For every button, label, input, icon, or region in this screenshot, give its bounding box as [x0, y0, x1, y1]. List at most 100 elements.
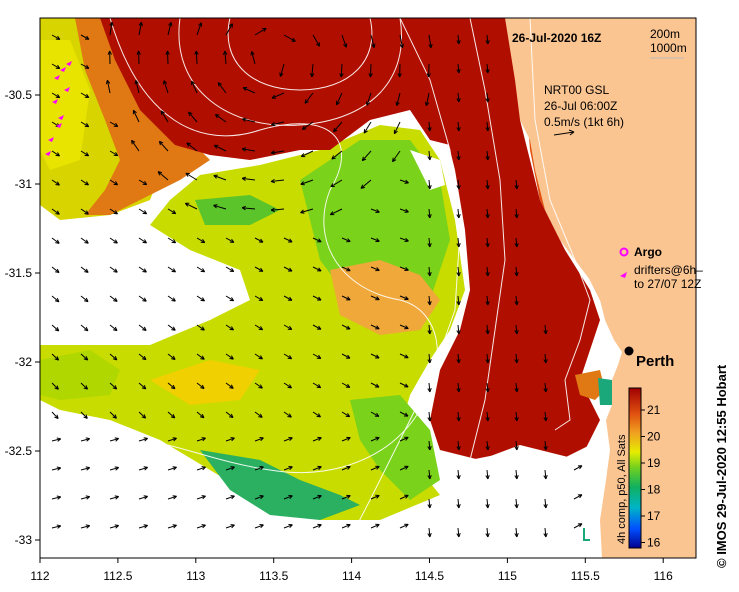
current-arrow: [457, 208, 460, 219]
current-arrow: [213, 204, 227, 210]
current-arrowhead: [485, 504, 490, 509]
current-arrow: [167, 382, 176, 390]
current-arrowhead: [427, 533, 432, 538]
current-arrowhead: [577, 523, 583, 528]
current-arrow: [138, 324, 147, 331]
current-arrowhead: [316, 384, 322, 389]
current-arrow: [457, 266, 460, 277]
current-arrow: [225, 466, 235, 471]
current-arrow: [196, 324, 205, 331]
current-arrowhead: [427, 156, 432, 161]
current-arrow: [271, 150, 285, 154]
current-arrowhead: [485, 388, 490, 393]
current-arrowhead: [426, 73, 431, 78]
current-arrow: [457, 295, 460, 306]
current-arrowhead: [456, 446, 461, 451]
current-arrowhead: [170, 414, 176, 419]
current-arrowhead: [194, 50, 199, 55]
current-arrowhead: [112, 355, 118, 361]
current-arrowhead: [56, 437, 62, 442]
current-arrowhead: [404, 266, 409, 272]
current-arrow: [515, 382, 518, 393]
current-arrow: [225, 324, 234, 331]
current-arrowhead: [456, 243, 461, 248]
current-arrowhead: [213, 174, 218, 179]
current-arrowhead: [485, 533, 490, 538]
current-arrowhead: [329, 211, 335, 216]
current-arrowhead: [456, 156, 461, 161]
current-arrowhead: [427, 475, 432, 480]
current-arrow: [138, 237, 147, 244]
current-arrow: [300, 208, 314, 214]
current-arrow: [283, 295, 293, 301]
current-arrowhead: [85, 524, 91, 529]
current-arrow: [191, 80, 198, 94]
colorbar: 4h comp, p50, All Sats 21 20 19 18 17 16: [616, 387, 661, 550]
current-arrow: [131, 140, 140, 152]
drifter-markers: [45, 61, 72, 156]
current-arrow: [80, 467, 90, 471]
current-arrowhead: [456, 127, 461, 132]
current-arrow: [167, 353, 176, 360]
current-arrowhead: [241, 176, 247, 181]
current-arrow: [254, 324, 263, 331]
current-arrowhead: [427, 127, 432, 132]
current-arrow: [109, 525, 119, 529]
current-arrow: [283, 524, 293, 529]
map-plot-area: [40, 18, 696, 558]
current-arrow: [254, 437, 264, 442]
current-arrow: [515, 324, 518, 335]
current-arrowhead: [485, 185, 490, 190]
sst-field: [40, 18, 612, 520]
current-arrowhead: [214, 113, 220, 119]
current-arrowhead: [317, 465, 322, 470]
current-arrowhead: [287, 413, 292, 418]
small-marker: [583, 528, 590, 541]
current-arrowhead: [229, 413, 234, 419]
current-arrowhead: [241, 147, 247, 152]
current-arrow: [196, 524, 206, 529]
current-arrowhead: [456, 272, 461, 277]
current-arrowhead: [132, 109, 137, 115]
current-arrowhead: [113, 122, 119, 127]
current-arrowhead: [258, 267, 264, 272]
current-arrow: [225, 266, 235, 272]
current-arrow: [135, 80, 140, 94]
current-arrow: [80, 150, 89, 157]
current-arrow: [215, 114, 227, 123]
current-arrow: [312, 411, 321, 418]
current-arrowhead: [54, 327, 60, 332]
current-arrowhead: [514, 388, 519, 393]
current-arrowhead: [339, 73, 344, 78]
current-arrow: [515, 498, 518, 509]
current-arrowhead: [456, 301, 461, 306]
current-arrow: [254, 266, 264, 272]
current-arrowhead: [217, 82, 222, 87]
current-arrow: [80, 266, 89, 273]
current-arrow: [167, 324, 176, 331]
current-arrowhead: [84, 35, 90, 40]
current-arrow: [51, 324, 60, 332]
current-arrowhead: [142, 180, 148, 186]
current-arrow: [428, 295, 431, 306]
current-arrowhead: [55, 64, 61, 70]
current-arrowhead: [374, 412, 380, 417]
current-arrow: [109, 324, 118, 332]
current-arrowhead: [56, 495, 62, 500]
current-arrowhead: [230, 524, 235, 529]
current-arrowhead: [171, 268, 176, 273]
current-arrowhead: [165, 50, 170, 55]
current-arrow: [196, 266, 205, 273]
current-arrowhead: [287, 384, 292, 389]
current-arrowhead: [83, 326, 89, 332]
current-arrowhead: [309, 73, 315, 78]
current-arrow: [109, 382, 118, 390]
current-arrow: [341, 237, 351, 243]
current-arrow: [428, 527, 431, 538]
map-frame: [39, 17, 697, 559]
current-arrow: [51, 179, 60, 186]
current-arrow: [138, 22, 142, 36]
current-arrowhead: [456, 98, 461, 103]
current-arrowhead: [395, 101, 400, 106]
current-arrowhead: [250, 51, 255, 56]
